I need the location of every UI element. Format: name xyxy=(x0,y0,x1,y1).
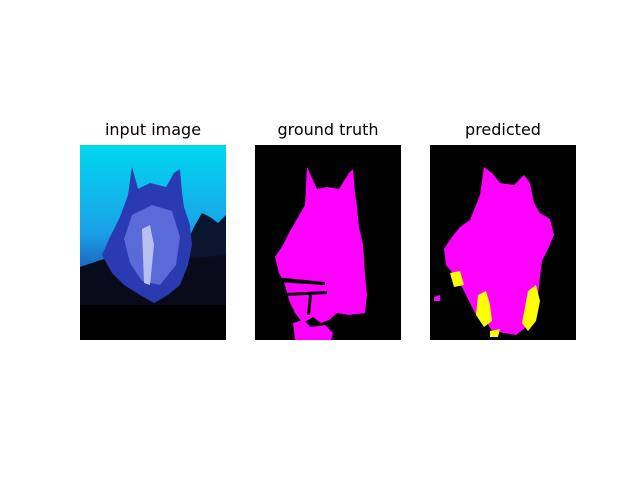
predicted-mask xyxy=(430,145,576,340)
panel-title: predicted xyxy=(465,120,541,139)
panel-title: ground truth xyxy=(277,120,379,139)
ground-truth-mask xyxy=(255,145,401,340)
panel-title: input image xyxy=(104,120,202,139)
input-image xyxy=(80,145,226,340)
